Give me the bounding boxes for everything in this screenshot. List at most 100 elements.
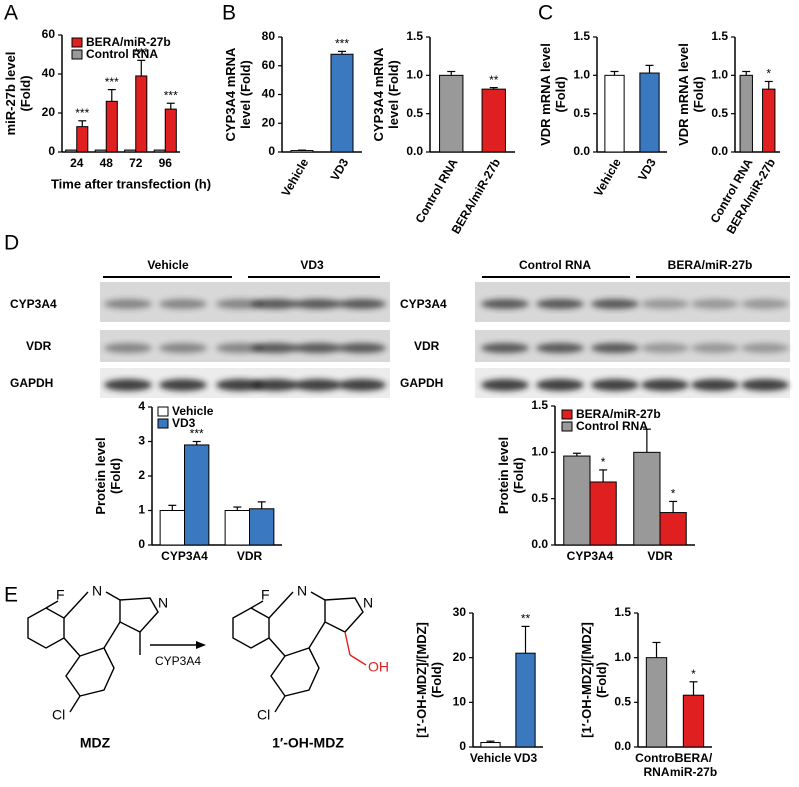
y-tick-label: 1.0 [531, 445, 548, 459]
atom: OH [368, 659, 389, 675]
x-tick-label: Vehicle [470, 751, 512, 765]
chart: 0 20 40 60 80 CYP3A4 mRNA level (Fold) Vehicle V… [223, 29, 362, 199]
bar [124, 149, 137, 153]
y-tick-label: 20 [42, 105, 56, 119]
x-tick-label: VD3 [635, 156, 659, 183]
y-tick-label: 80 [262, 29, 276, 43]
y-tick-label: 0.5 [573, 106, 590, 120]
y-tick-label: 30 [453, 605, 467, 619]
y-tick-label: 0.5 [406, 106, 423, 120]
blot-band [481, 299, 529, 309]
blot-band [104, 379, 152, 391]
x-tick-label: 48 [100, 156, 114, 170]
y-tick-label: 40 [262, 87, 276, 101]
bar [224, 510, 250, 546]
blot-group: BERA/miR-27b [668, 258, 753, 272]
legend-swatch [561, 421, 573, 432]
blot-row: CYP3A4 [10, 297, 57, 311]
atom: N [363, 595, 373, 611]
blot-band [216, 379, 264, 391]
y-tick-label: 0.0 [573, 144, 590, 158]
blot-band [104, 299, 152, 309]
legend-label: VD3 [172, 416, 196, 430]
significance: ** [521, 612, 531, 626]
blot-band [294, 379, 342, 391]
bar [65, 149, 78, 153]
x-tick-label: Control RNA [412, 156, 460, 226]
y-axis-label: (Fold) [553, 76, 568, 112]
y-tick-label: 0 [268, 144, 275, 158]
x-tick-label: CYP3A4 [161, 549, 208, 563]
x-tick-label: VD3 [328, 156, 352, 183]
blot-band [216, 343, 264, 353]
legend-label: BERA/miR-27b [86, 35, 171, 49]
y-tick-label: 0 [138, 537, 145, 551]
molecule [27, 591, 159, 713]
x-axis-label: Time after transfection (h) [51, 176, 211, 191]
western-blots: Vehicle VD3 CYP3A4 VDR GAPDH Control RNA… [10, 258, 790, 398]
x-tick-label: BERA/ [675, 751, 713, 765]
enzyme-label: CYP3A4 [155, 654, 201, 668]
legend-swatch [157, 406, 169, 417]
y-tick-label: 0 [48, 144, 55, 158]
y-tick-label: 20 [262, 115, 276, 129]
blot-band [641, 343, 689, 353]
y-tick-label: 0.0 [406, 144, 423, 158]
x-tick-label: 72 [129, 156, 143, 170]
bar [639, 72, 660, 153]
blot-group: Control RNA [519, 258, 591, 272]
y-tick-label: 0.5 [711, 106, 728, 120]
significance: *** [75, 106, 89, 120]
bar [94, 149, 107, 153]
significance: * [601, 455, 606, 469]
blot-row: CYP3A4 [400, 297, 447, 311]
blot-band [294, 299, 342, 309]
atom: Cl [257, 707, 270, 723]
blot-band [641, 299, 689, 309]
blot-band [691, 379, 739, 391]
panel-label: C [538, 2, 553, 25]
x-tick-label: CYP3A4 [567, 549, 614, 563]
significance: *** [335, 37, 349, 51]
blot-band [338, 343, 386, 353]
chart: 0.0 0.5 1.0 1.5 CYP3A4 mRNA level (Fold) Contr… [371, 29, 515, 236]
bar [153, 149, 166, 153]
y-axis-label: VDR mRNA level [538, 43, 553, 146]
hydroxymethyl-bond [344, 631, 351, 656]
y-tick-label: 0.5 [614, 695, 631, 709]
blot-band [104, 343, 152, 353]
y-tick-label: 1.5 [614, 605, 631, 619]
y-axis-label: (Fold) [511, 457, 526, 493]
y-tick-label: 2 [138, 468, 145, 482]
atom: F [56, 587, 65, 603]
y-axis-label: (Fold) [691, 76, 706, 112]
blot-group: Vehicle [147, 258, 189, 272]
bar [682, 694, 705, 748]
y-tick-label: 1.5 [573, 29, 590, 43]
x-tick-label: Vehicle [591, 156, 624, 199]
x-tick-label: VDR [237, 549, 263, 563]
blot-band [251, 379, 299, 391]
x-tick-label: RNA [644, 765, 670, 779]
atom: Cl [52, 707, 65, 723]
y-axis-label: [1′-OH-MDZ]/[MDZ] [579, 622, 594, 738]
y-axis-label: (Fold) [594, 662, 609, 698]
blot-band [536, 379, 584, 391]
hydroxymethyl-bond [349, 654, 367, 666]
y-tick-label: 1 [138, 503, 145, 517]
legend-label: Vehicle [172, 404, 214, 418]
bar [439, 74, 464, 153]
significance: * [671, 487, 676, 501]
blot-band [741, 343, 789, 353]
x-tick-label: Control [635, 751, 678, 765]
y-tick-label: 0.0 [531, 537, 548, 551]
significance: ** [489, 73, 499, 87]
significance: *** [190, 427, 204, 441]
panel-label: B [222, 2, 236, 25]
y-axis-label: Protein level [93, 437, 108, 514]
y-axis-label: CYP3A4 mRNA [371, 47, 386, 142]
blot-band [338, 379, 386, 391]
legend-label: Control RNA [86, 47, 158, 61]
atom: N [158, 595, 168, 611]
y-tick-label: 0.0 [711, 144, 728, 158]
